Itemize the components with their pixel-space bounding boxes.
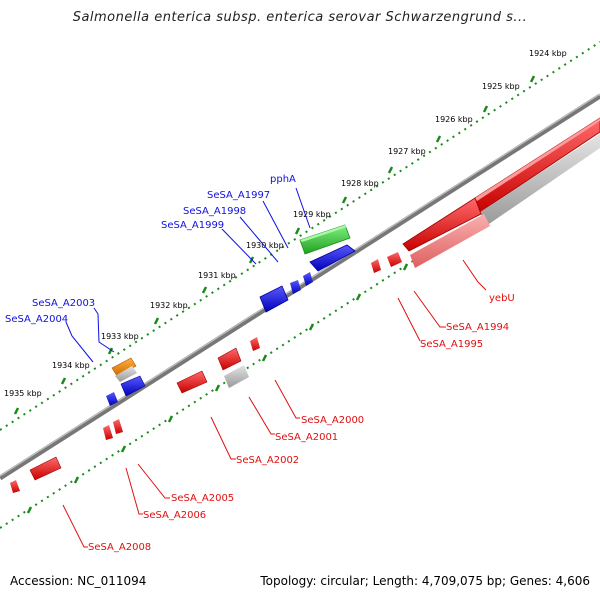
gene-arrow-A2000-fwd — [259, 285, 289, 313]
gene-label-A2003: SeSA_A2003 — [32, 298, 95, 309]
gene-arrow-A1995b — [371, 259, 381, 273]
gene-arrow-A2000 — [250, 337, 260, 351]
outer-tick-track — [0, 41, 600, 431]
gene-arrow-A1999 — [290, 280, 301, 294]
kbp-label: 1934 kbp — [52, 361, 90, 370]
gene-label-yebU: yebU — [489, 293, 515, 304]
kbp-label: 1927 kbp — [388, 147, 426, 156]
gene-gray-A2001 — [224, 365, 249, 388]
gene-gray-yebU — [480, 134, 600, 226]
kbp-label: 1929 kbp — [293, 210, 331, 219]
forward-gene-labels: pphA SeSA_A1997 SeSA_A1998 SeSA_A1999 Se… — [5, 174, 296, 325]
kbp-label: 1933 kbp — [101, 332, 139, 341]
gene-arrow-A2001 — [217, 347, 242, 371]
gene-arrow-A1998 — [303, 272, 313, 286]
kbp-label: 1925 kbp — [482, 82, 520, 91]
forward-genes — [106, 224, 356, 406]
gene-arrow-edge — [10, 480, 20, 493]
gene-pink-A1994 — [410, 214, 490, 268]
gene-label-A1994: SeSA_A1994 — [446, 322, 509, 333]
gene-label-A2008: SeSA_A2008 — [88, 542, 151, 553]
gene-arrow-A2008 — [29, 456, 62, 481]
reverse-connectors — [62, 259, 487, 548]
outer-major-ticks — [13, 75, 536, 415]
gene-arrow-A2002 — [176, 370, 208, 394]
kbp-label: 1931 kbp — [198, 271, 236, 280]
gene-label-A2004: SeSA_A2004 — [5, 314, 68, 325]
gene-label-A2002: SeSA_A2002 — [236, 455, 299, 466]
gene-arrow-A2006 — [103, 425, 113, 440]
gene-arrow-A2005 — [113, 419, 123, 434]
gene-gray-fwd — [115, 366, 137, 382]
gene-arrow-A1997 — [309, 244, 356, 272]
kbp-label: 1935 kbp — [4, 389, 42, 398]
gene-label-A2005: SeSA_A2005 — [171, 493, 234, 504]
kbp-label: 1924 kbp — [529, 49, 567, 58]
kbp-label: 1928 kbp — [341, 179, 379, 188]
gene-label-A1998: SeSA_A1998 — [183, 206, 246, 217]
gene-arrow-A1995 — [387, 252, 402, 267]
gene-arrow-A1994 — [402, 197, 482, 252]
reverse-gene-labels: yebU SeSA_A1994 SeSA_A1995 SeSA_A2000 Se… — [88, 293, 515, 553]
gene-label-A2000: SeSA_A2000 — [301, 415, 364, 426]
reverse-genes — [10, 117, 600, 493]
gene-arrow-small-fwd — [106, 392, 118, 406]
gene-arrow-A2004 — [120, 375, 146, 397]
kbp-label: 1932 kbp — [150, 301, 188, 310]
kbp-label: 1926 kbp — [435, 115, 473, 124]
kbp-label: 1930 kbp — [246, 241, 284, 250]
kbp-labels: 1924 kbp 1925 kbp 1926 kbp 1927 kbp 1928… — [4, 49, 567, 398]
gene-label-A2001: SeSA_A2001 — [275, 432, 338, 443]
genome-summary-text: Topology: circular; Length: 4,709,075 bp… — [260, 574, 590, 588]
gene-label-pphA: pphA — [270, 174, 296, 185]
genome-title: Salmonella enterica subsp. enterica sero… — [72, 10, 528, 25]
accession-text: Accession: NC_011094 — [10, 574, 147, 588]
gene-arrow-A2003 — [111, 357, 137, 377]
gene-label-A1995: SeSA_A1995 — [420, 339, 483, 350]
gene-label-A2006: SeSA_A2006 — [143, 510, 206, 521]
gene-label-A1999: SeSA_A1999 — [161, 220, 224, 231]
gene-label-A1997: SeSA_A1997 — [207, 190, 270, 201]
forward-connectors — [65, 187, 311, 363]
